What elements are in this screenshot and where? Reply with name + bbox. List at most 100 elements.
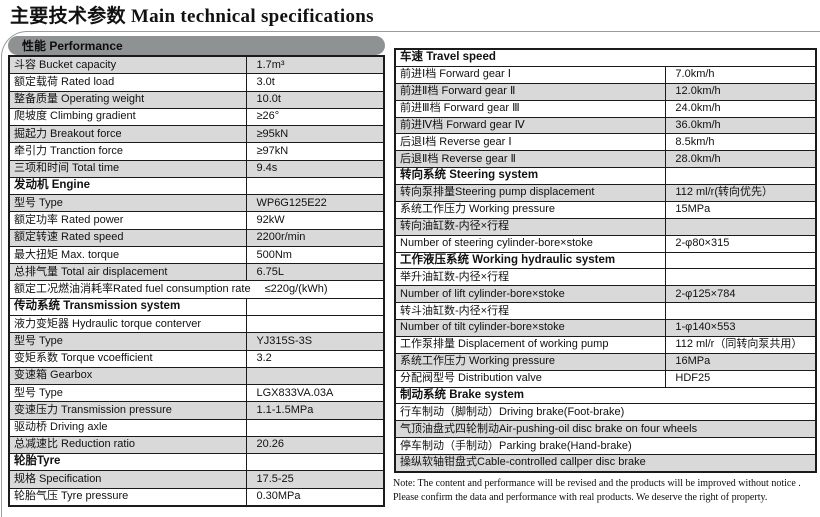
spec-value: YJ315S-3S bbox=[246, 333, 383, 350]
spec-label: 工作泵排量 Displacement of working pump bbox=[400, 338, 609, 351]
spec-row: 行车制动（脚制动）Driving brake(Foot-brake) bbox=[396, 403, 815, 420]
performance-pill-label: 性能 Performance bbox=[22, 39, 123, 53]
spec-label: 气顶油盘式四轮制动Air-pushing-oil disc brake on f… bbox=[400, 422, 698, 435]
spec-label: 型号 Type bbox=[14, 334, 63, 347]
spec-value: 16MPa bbox=[665, 353, 815, 370]
spec-label: 额定功率 Rated power bbox=[14, 214, 124, 227]
spec-value: 1.7m³ bbox=[246, 57, 383, 74]
spec-label: 型号 Type bbox=[14, 196, 63, 209]
section-header-label: 转向系统 Steering system bbox=[400, 169, 539, 182]
spec-label: 总排气量 Total air displacement bbox=[14, 265, 168, 278]
spec-row: Number of tilt cylinder-bore×stoke 1-φ140… bbox=[396, 319, 815, 336]
spec-row: 前进Ⅱ档 Forward gear Ⅱ 12.0km/h bbox=[396, 82, 815, 100]
section-header-label: 发动机 Engine bbox=[14, 179, 91, 192]
spec-row: 后退Ⅱ档 Reverse gear Ⅱ 28.0km/h bbox=[396, 150, 815, 168]
spec-label: 型号 Type bbox=[14, 386, 63, 399]
spec-label: 轮胎气压 Tyre pressure bbox=[14, 490, 129, 503]
section-header-label: 轮胎Tyre bbox=[14, 455, 61, 468]
spec-label: 整备质量 Operating weight bbox=[14, 93, 145, 106]
spec-value bbox=[665, 303, 815, 319]
spec-value bbox=[246, 315, 383, 333]
spec-row: 变矩系数 Torque vcoefficient 3.2 bbox=[10, 349, 383, 367]
spec-value: 8.5km/h bbox=[665, 134, 815, 151]
spec-row: 停车制动（手制动）Parking brake(Hand-brake) bbox=[396, 437, 815, 454]
spec-value bbox=[246, 454, 383, 471]
spec-row: 牵引力 Tranction force ≥97kN bbox=[10, 142, 383, 160]
spec-label: 规格 Specification bbox=[14, 473, 102, 485]
spec-value: 500Nm bbox=[246, 246, 383, 264]
section-header-row: 传动系统 Transmission system bbox=[10, 297, 383, 315]
spec-label: 斗容 Bucket capacity bbox=[14, 58, 117, 71]
spec-row: 型号 Type YJ315S-3S bbox=[10, 332, 383, 350]
spec-label: 爬坡度 Climbing gradient bbox=[14, 110, 136, 123]
spec-label: 额定工况燃油消耗率Rated fuel consumption rate ≤220… bbox=[14, 283, 328, 296]
spec-row: 总排气量 Total air displacement 6.75L bbox=[10, 263, 383, 281]
spec-label: 行车制动（脚制动）Driving brake(Foot-brake) bbox=[400, 405, 625, 418]
spec-row: 前进Ⅲ档 Forward gear Ⅲ 24.0km/h bbox=[396, 99, 815, 117]
spec-row: 举升油缸数-内径×行程 bbox=[396, 268, 815, 286]
spec-value bbox=[665, 218, 815, 235]
spec-value bbox=[665, 269, 815, 286]
spec-value bbox=[246, 298, 383, 315]
spec-row: 操纵软轴钳盘式Cable-controlled callper disc bra… bbox=[396, 454, 815, 471]
spec-row: 斗容 Bucket capacity 1.7m³ bbox=[10, 57, 383, 74]
right-spec-table: 车速 Travel speed 前进Ⅰ档 Forward gear Ⅰ 7.0km/… bbox=[394, 48, 817, 473]
spec-label: 转向泵排量Steering pump displacement bbox=[400, 186, 595, 199]
spec-label: Number of lift cylinder-bore×stoke bbox=[400, 287, 565, 300]
spec-value: 3.2 bbox=[246, 350, 383, 367]
spec-row: 规格 Specification 17.5-25 bbox=[10, 470, 383, 488]
spec-label: 额定载荷 Rated load bbox=[14, 75, 115, 88]
spec-value: 36.0km/h bbox=[665, 117, 815, 134]
note-text: Note: The content and performance will b… bbox=[393, 477, 819, 504]
spec-label: 总减速比 Reduction ratio bbox=[14, 438, 136, 451]
spec-row: 工作泵排量 Displacement of working pump 112 ml… bbox=[396, 335, 815, 353]
spec-label: 转斗油缸数-内径×行程 bbox=[400, 304, 510, 317]
spec-value: 17.5-25 bbox=[246, 471, 383, 488]
spec-row: Number of steering cylinder-bore×stoke 2-… bbox=[396, 234, 815, 252]
spec-row: 最大扭矩 Max. torque 500Nm bbox=[10, 245, 383, 264]
spec-row: 转斗油缸数-内径×行程 bbox=[396, 302, 815, 319]
spec-value: 92kW bbox=[246, 212, 383, 229]
spec-row: 额定工况燃油消耗率Rated fuel consumption rate ≤220… bbox=[10, 280, 383, 297]
spec-row: 转向油缸数-内径×行程 bbox=[396, 217, 815, 235]
spec-label: 变速压力 Transmission pressure bbox=[14, 403, 172, 416]
note-line-1: Note: The content and performance will b… bbox=[393, 478, 801, 489]
spec-value: 24.0km/h bbox=[665, 100, 815, 117]
spec-value: 6.75L bbox=[246, 264, 383, 281]
spec-value: 9.4s bbox=[246, 160, 383, 177]
spec-row: 轮胎气压 Tyre pressure 0.30MPa bbox=[10, 487, 383, 505]
spec-label: 前进Ⅳ档 Forward gear Ⅳ bbox=[400, 118, 525, 131]
page-title: 主要技术参数 Main technical specifications bbox=[10, 1, 374, 28]
spec-row: 型号 Type LGX833VA.03A bbox=[10, 384, 383, 402]
spec-label: 前进Ⅱ档 Forward gear Ⅱ bbox=[400, 85, 516, 98]
spec-value: ≥95kN bbox=[246, 126, 383, 143]
spec-value bbox=[246, 419, 383, 436]
spec-value bbox=[246, 177, 383, 195]
spec-label: 变速箱 Gearbox bbox=[14, 369, 93, 382]
spec-value: ≥26° bbox=[246, 108, 383, 126]
spec-row: 三项和时间 Total time 9.4s bbox=[10, 159, 383, 177]
section-header-row: 轮胎Tyre bbox=[10, 453, 383, 471]
section-header-row: 转向系统 Steering system bbox=[396, 167, 815, 184]
spec-row: 前进Ⅳ档 Forward gear Ⅳ 36.0km/h bbox=[396, 116, 815, 134]
spec-value: 2200r/min bbox=[246, 229, 383, 246]
spec-row: Number of lift cylinder-bore×stoke 2-φ125… bbox=[396, 285, 815, 303]
spec-value: 7.0km/h bbox=[665, 66, 815, 83]
section-header-label: 车速 Travel speed bbox=[400, 51, 496, 64]
spec-value bbox=[665, 252, 815, 269]
spec-label: 分配阀型号 Distribution valve bbox=[400, 372, 542, 385]
spec-label: Number of tilt cylinder-bore×stoke bbox=[400, 321, 565, 334]
spec-label: 系统工作压力 Working pressure bbox=[400, 203, 556, 216]
spec-label: 掘起力 Breakout force bbox=[14, 127, 122, 140]
spec-label: 液力变矩器 Hydraulic torque conterver bbox=[14, 317, 202, 330]
spec-value: WP6G125E22 bbox=[246, 195, 383, 212]
spec-value: ≥97kN bbox=[246, 143, 383, 160]
spec-value: 28.0km/h bbox=[665, 151, 815, 168]
spec-label: 最大扭矩 Max. torque bbox=[14, 248, 120, 261]
spec-value: 112 ml/r（同转向泵共用） bbox=[665, 336, 815, 353]
spec-row: 额定功率 Rated power 92kW bbox=[10, 211, 383, 229]
spec-label: 牵引力 Tranction force bbox=[14, 144, 124, 157]
left-spec-table: 斗容 Bucket capacity 1.7m³ 额定载荷 Rated load 3.… bbox=[8, 55, 385, 507]
spec-value: 1-φ140×553 bbox=[665, 320, 815, 336]
section-header-row: 发动机 Engine bbox=[10, 176, 383, 195]
